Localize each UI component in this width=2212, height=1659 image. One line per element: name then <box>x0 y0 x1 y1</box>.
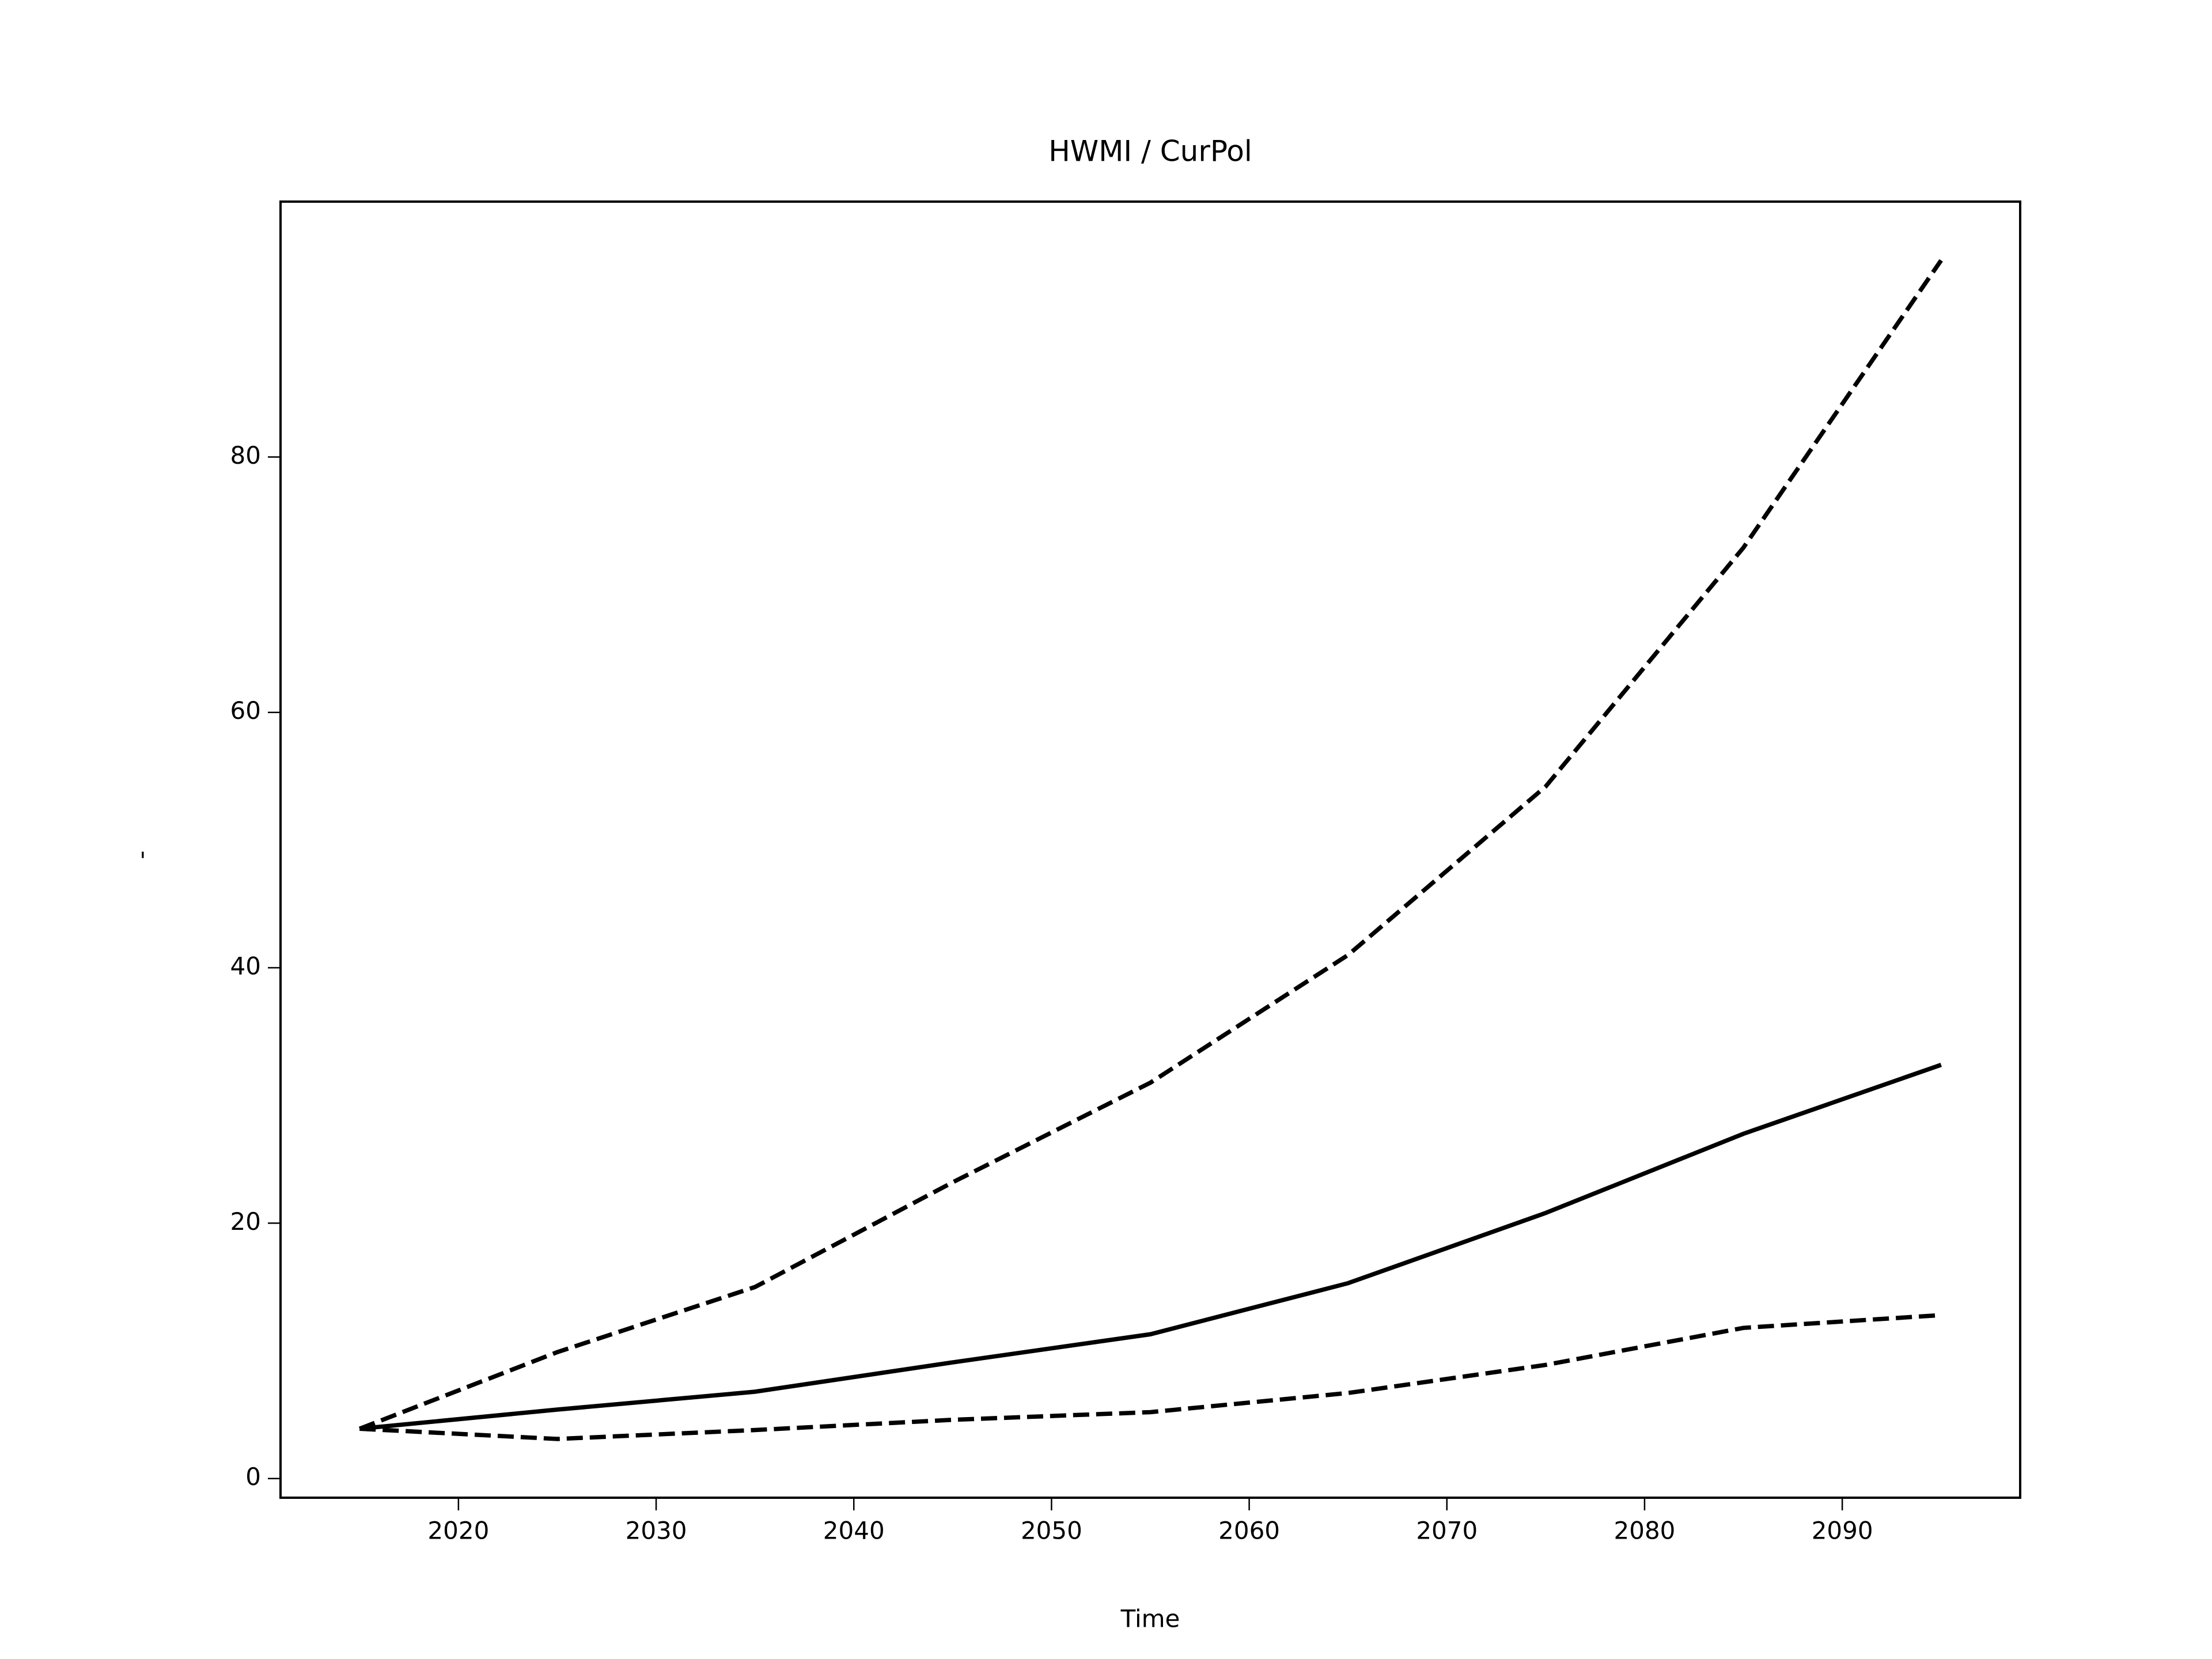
y-axis-label: - <box>127 850 156 859</box>
x-tick-label: 2060 <box>1218 1517 1280 1545</box>
y-tick-label: 60 <box>230 696 261 725</box>
chart-title: HWMI / CurPol <box>1048 135 1252 168</box>
series-line <box>359 1313 1941 1441</box>
series-line <box>358 259 1943 1431</box>
x-tick-label: 2040 <box>823 1517 885 1545</box>
x-tick-label: 2070 <box>1416 1517 1478 1545</box>
x-tick-label: 2090 <box>1812 1517 1873 1545</box>
x-axis-label: Time <box>1120 1605 1180 1633</box>
y-tick-label: 0 <box>245 1463 261 1491</box>
y-tick-label: 20 <box>230 1207 261 1236</box>
x-tick-label: 2030 <box>626 1517 687 1545</box>
x-tick-label: 2020 <box>427 1517 489 1545</box>
plot-frame <box>279 200 2021 1499</box>
series-line <box>359 1062 1942 1431</box>
x-tick-label: 2050 <box>1021 1517 1082 1545</box>
x-tick-label: 2080 <box>1614 1517 1676 1545</box>
y-tick-label: 40 <box>230 952 261 980</box>
y-tick-label: 80 <box>230 441 261 469</box>
